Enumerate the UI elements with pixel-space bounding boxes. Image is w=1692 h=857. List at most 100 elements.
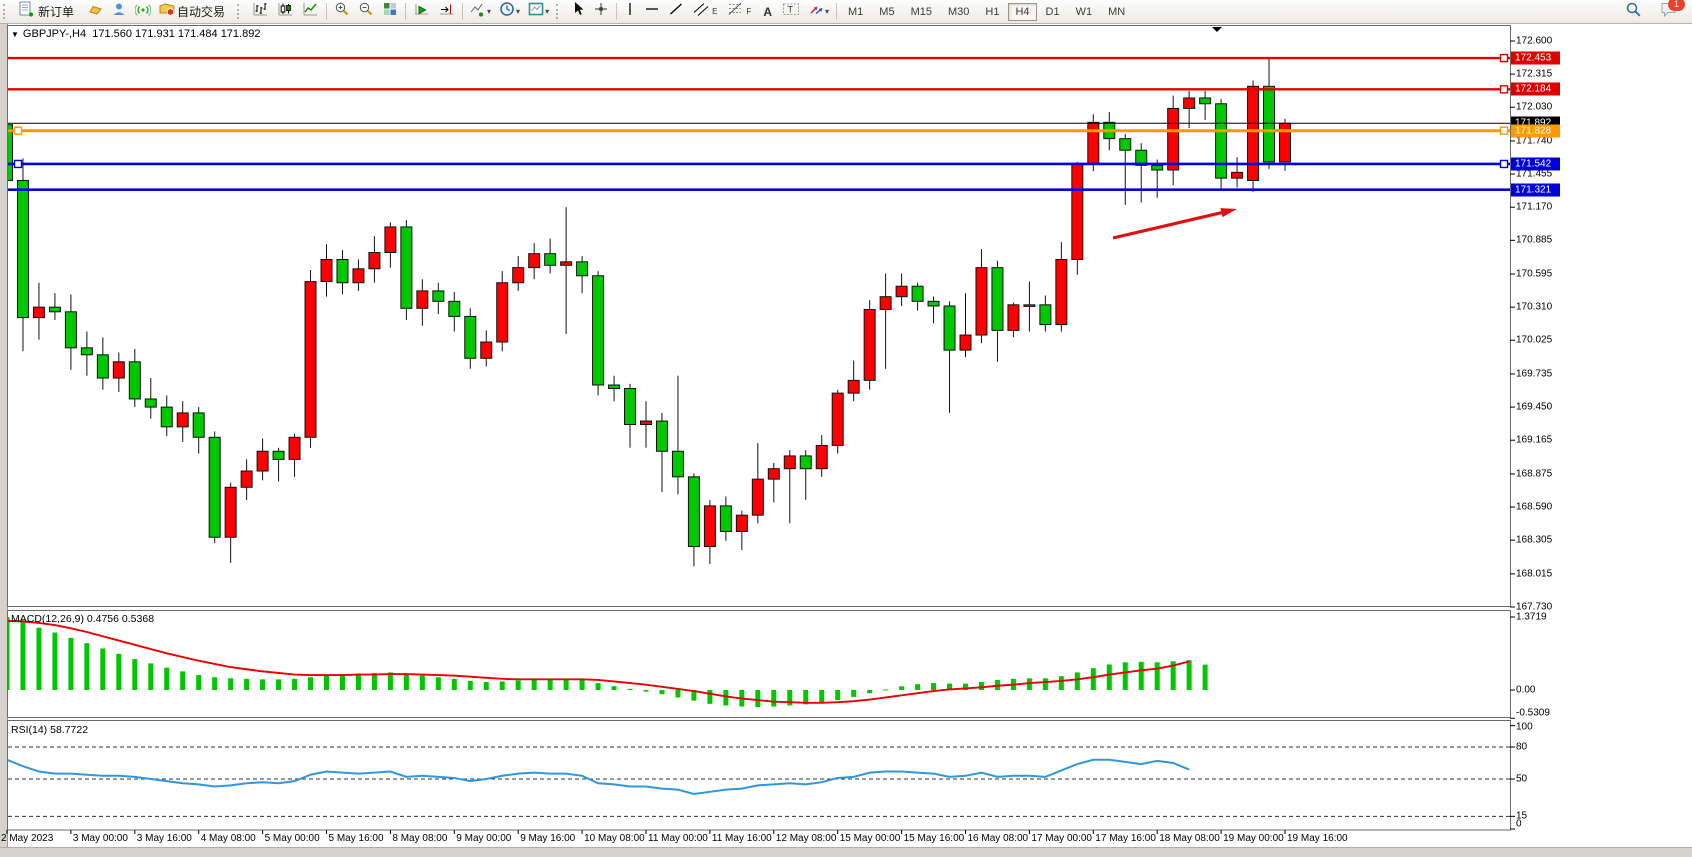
- periods-button[interactable]: ▾: [495, 0, 524, 23]
- auto-scroll-button[interactable]: [409, 0, 434, 23]
- toolbar-separator: [405, 3, 407, 20]
- notification-badge: 1: [1668, 0, 1685, 11]
- macd-bar: [132, 659, 138, 690]
- shift-marker[interactable]: [1212, 27, 1222, 32]
- timeframe-D1[interactable]: D1: [1045, 5, 1060, 18]
- macd-bar: [1074, 672, 1080, 690]
- arrows-tool-button[interactable]: ▾: [804, 0, 833, 23]
- macd-axis-label: 0.00: [1516, 684, 1536, 696]
- time-axis-label: 8 May 08:00: [392, 833, 448, 844]
- search-button[interactable]: [1621, 0, 1646, 23]
- macd-bar: [883, 689, 889, 691]
- line-handle[interactable]: [1499, 53, 1509, 63]
- timeframe-M5[interactable]: M5: [879, 5, 895, 18]
- indicators-button[interactable]: ▾: [466, 0, 495, 23]
- timeframe-H4[interactable]: H4: [1008, 2, 1037, 21]
- text-tool-button[interactable]: A: [757, 0, 778, 23]
- bar-chart-button[interactable]: [248, 0, 273, 23]
- candle: [448, 300, 461, 317]
- candle: [959, 334, 972, 351]
- macd-bar: [228, 678, 234, 690]
- line-handle[interactable]: [1499, 85, 1509, 94]
- macd-bar: [20, 621, 26, 690]
- candle: [1007, 304, 1020, 331]
- line-handle[interactable]: [13, 126, 23, 135]
- template-icon: [528, 1, 544, 22]
- macd-bar: [851, 690, 857, 697]
- rsi-name: RSI(14): [11, 724, 48, 736]
- tile-windows-button[interactable]: [378, 0, 402, 23]
- chevron-down-icon: ▾: [487, 7, 492, 16]
- timeframe-M15[interactable]: M15: [910, 5, 932, 18]
- line-handle[interactable]: [13, 159, 23, 169]
- candle: [1247, 85, 1260, 181]
- timeframe-M30[interactable]: M30: [947, 5, 970, 18]
- arrow-head: [1220, 208, 1237, 218]
- arrow-annotation[interactable]: [1112, 211, 1222, 240]
- macd-bar: [787, 690, 793, 706]
- timeframe-W1[interactable]: W1: [1075, 5, 1093, 18]
- cursor-tool-button[interactable]: [567, 0, 589, 23]
- chart-shift-button[interactable]: [434, 0, 459, 23]
- community-chat-button[interactable]: 1: [1656, 0, 1685, 23]
- macd-bar: [1090, 668, 1096, 690]
- channel-tool-label: E: [712, 7, 718, 16]
- candle: [416, 290, 429, 309]
- line-handle[interactable]: [1499, 126, 1509, 135]
- auto-trading-button[interactable]: 自动交易: [155, 0, 234, 23]
- price-badge-172.453: 172.453: [1511, 51, 1560, 65]
- candlestick-chart-button[interactable]: [273, 0, 298, 23]
- price-axis-label: 168.305: [1516, 534, 1553, 546]
- gold-button[interactable]: [83, 0, 107, 23]
- community-button[interactable]: [107, 0, 131, 23]
- trendline-tool-button[interactable]: [664, 0, 688, 23]
- candle: [719, 505, 732, 532]
- new-order-button[interactable]: 新订单: [14, 0, 83, 23]
- symbol-dropdown-icon[interactable]: ▼: [11, 30, 19, 39]
- line-chart-button[interactable]: [298, 0, 323, 23]
- candle: [576, 261, 589, 277]
- candle: [895, 285, 908, 298]
- macd-bar: [707, 690, 713, 704]
- candle: [703, 505, 716, 548]
- rsi-panel: [7, 720, 1511, 831]
- macd-axis-label: 1.3719: [1516, 611, 1547, 623]
- time-axis-label: 18 May 08:00: [1159, 833, 1220, 844]
- signals-button[interactable]: [131, 0, 155, 23]
- candle: [496, 282, 509, 343]
- macd-bar: [180, 671, 186, 690]
- vertical-line-tool-button[interactable]: [620, 0, 640, 23]
- candle: [272, 450, 285, 460]
- price-axis-label: 172.600: [1516, 35, 1553, 47]
- label-tool-button[interactable]: T: [778, 0, 804, 23]
- candle: [384, 226, 397, 254]
- macd-bar: [419, 675, 425, 690]
- time-axis-label: 15 May 16:00: [903, 833, 965, 844]
- candle: [815, 444, 828, 470]
- macd-bar: [84, 643, 90, 690]
- price-axis-label: 172.030: [1516, 101, 1553, 113]
- macd-bar: [116, 653, 122, 690]
- macd-bar: [723, 690, 729, 706]
- horizontal-line-tool-button[interactable]: [640, 0, 664, 23]
- price-axis-label: 170.885: [1516, 234, 1553, 246]
- candle: [1167, 107, 1180, 171]
- timeframe-H1[interactable]: H1: [985, 5, 1000, 18]
- candle: [592, 275, 605, 386]
- fibonacci-tool-button[interactable]: F: [723, 0, 757, 23]
- timeframe-M1[interactable]: M1: [848, 5, 864, 18]
- zoom-out-button[interactable]: [354, 0, 378, 23]
- templates-button[interactable]: ▾: [524, 0, 553, 23]
- channel-tool-button[interactable]: E: [688, 0, 723, 23]
- macd-bar: [1202, 664, 1208, 690]
- timeframe-MN[interactable]: MN: [1108, 5, 1126, 18]
- candle: [1279, 122, 1291, 163]
- auto-trading-label: 自动交易: [177, 5, 226, 19]
- line-handle[interactable]: [1499, 159, 1509, 169]
- zoom-in-button[interactable]: [330, 0, 354, 23]
- rsi-axis-label: 80: [1516, 741, 1528, 753]
- crosshair-tool-button[interactable]: [589, 0, 613, 23]
- time-axis-label: 5 May 00:00: [264, 833, 320, 844]
- macd-bar: [387, 672, 393, 690]
